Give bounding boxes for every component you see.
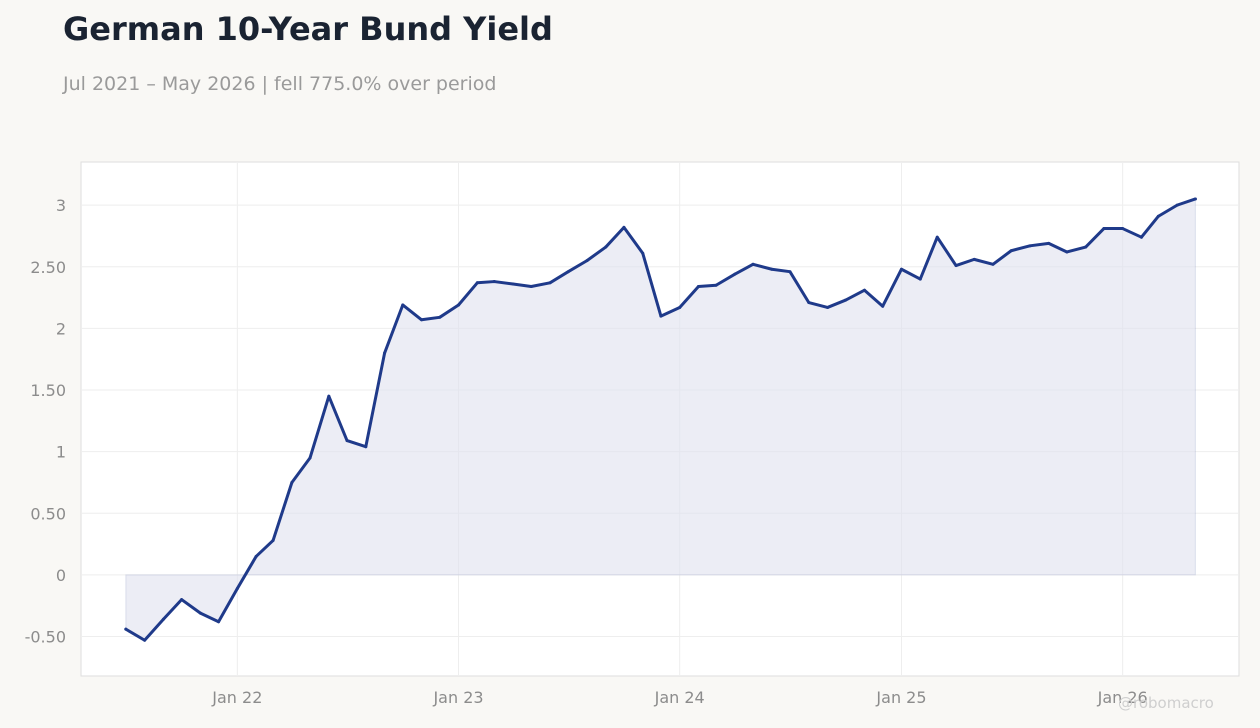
x-tick-label: Jan 26 <box>1097 688 1148 707</box>
data-point <box>1175 203 1179 207</box>
data-point <box>438 315 442 319</box>
y-tick-label: 0 <box>56 566 66 585</box>
data-point <box>678 305 682 309</box>
data-point <box>751 262 755 266</box>
data-point <box>457 303 461 307</box>
data-point <box>696 284 700 288</box>
data-point <box>733 272 737 276</box>
data-point <box>1193 197 1197 201</box>
data-point <box>345 439 349 443</box>
x-tick-label: Jan 22 <box>211 688 262 707</box>
line-layer <box>124 197 1197 642</box>
data-point <box>899 267 903 271</box>
y-tick-label: 2 <box>56 319 66 338</box>
data-point <box>714 283 718 287</box>
watermark: @robomacro <box>1118 694 1214 712</box>
data-point <box>143 638 147 642</box>
data-point <box>1047 241 1051 245</box>
data-point <box>235 586 239 590</box>
y-tick-label: 3 <box>56 196 66 215</box>
data-point <box>918 277 922 281</box>
data-point <box>972 257 976 261</box>
data-point <box>198 611 202 615</box>
data-point <box>1028 244 1032 248</box>
data-point <box>622 225 626 229</box>
data-point <box>1009 249 1013 253</box>
data-point <box>420 318 424 322</box>
chart-title: German 10-Year Bund Yield <box>63 10 553 48</box>
data-point <box>954 264 958 268</box>
data-point <box>566 270 570 274</box>
y-tick-label: 0.50 <box>30 504 66 523</box>
y-tick-label: 2.50 <box>30 258 66 277</box>
data-point <box>511 282 515 286</box>
tick-layer: -0.50 0 0.50 1 1.50 2 2.50 3 Jan 22 Jan 23 Jan 24 J… <box>25 196 1148 707</box>
data-point <box>475 281 479 285</box>
data-point <box>585 259 589 263</box>
x-tick-label: Jan 25 <box>875 688 926 707</box>
data-point <box>604 245 608 249</box>
data-point <box>844 298 848 302</box>
data-point <box>529 284 533 288</box>
data-point <box>383 351 387 355</box>
data-point <box>881 304 885 308</box>
y-tick-label: 1 <box>56 443 66 462</box>
data-point <box>788 270 792 274</box>
data-point <box>308 456 312 460</box>
data-point <box>327 394 331 398</box>
y-tick-label: 1.50 <box>30 381 66 400</box>
data-point <box>641 251 645 255</box>
data-point <box>1121 227 1125 231</box>
data-point <box>826 305 830 309</box>
data-point <box>254 554 258 558</box>
chart-subtitle: Jul 2021 – May 2026 | fell 775.0% over p… <box>63 73 497 95</box>
y-tick-label: -0.50 <box>25 628 66 647</box>
data-point <box>124 627 128 631</box>
data-point <box>548 281 552 285</box>
data-point <box>401 303 405 307</box>
data-point <box>1139 235 1143 239</box>
data-point <box>180 598 184 602</box>
data-point <box>991 262 995 266</box>
data-point <box>271 538 275 542</box>
data-point <box>364 445 368 449</box>
data-point <box>217 620 221 624</box>
data-point <box>770 267 774 271</box>
data-point <box>1156 214 1160 218</box>
data-point <box>290 480 294 484</box>
data-point <box>807 301 811 305</box>
data-point <box>1065 250 1069 254</box>
data-point <box>492 280 496 284</box>
data-point <box>935 235 939 239</box>
data-point <box>1102 227 1106 231</box>
data-point <box>161 617 165 621</box>
data-point <box>1084 245 1088 249</box>
data-point <box>863 288 867 292</box>
data-point <box>659 314 663 318</box>
x-tick-label: Jan 23 <box>432 688 483 707</box>
x-tick-label: Jan 24 <box>654 688 705 707</box>
